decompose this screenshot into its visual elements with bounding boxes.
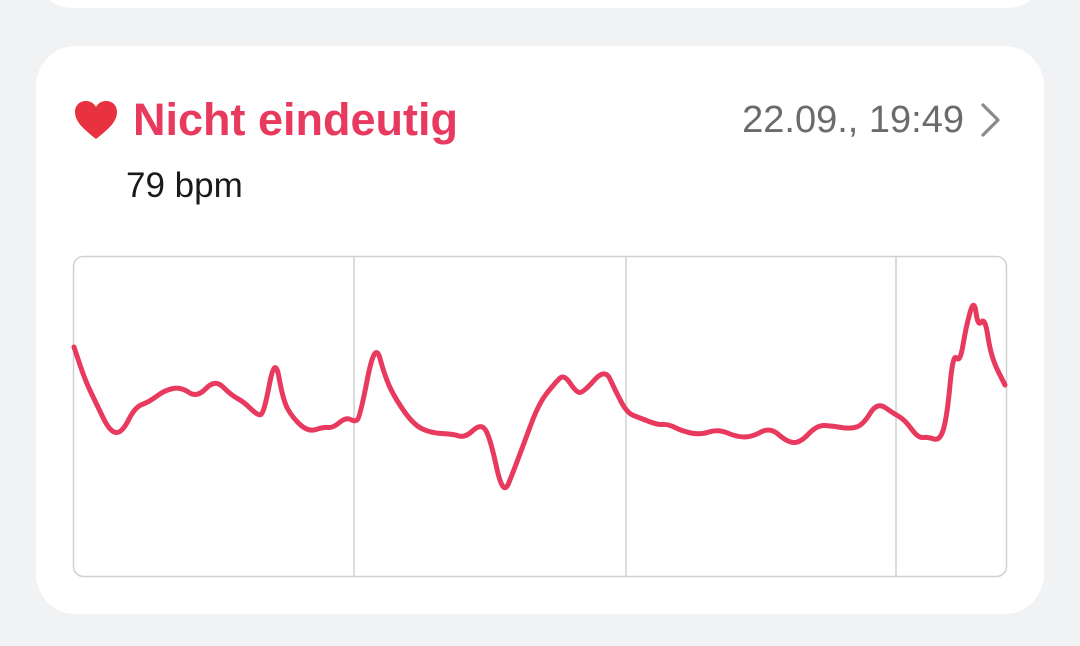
heart-icon	[75, 101, 117, 139]
previous-card	[36, 0, 1044, 8]
heart-rate-value: 79 bpm	[126, 166, 243, 205]
status-title: Nicht eindeutig	[133, 94, 458, 145]
chevron-right-icon[interactable]	[978, 102, 1004, 138]
measurement-datetime[interactable]: 22.09., 19:49	[742, 99, 964, 141]
